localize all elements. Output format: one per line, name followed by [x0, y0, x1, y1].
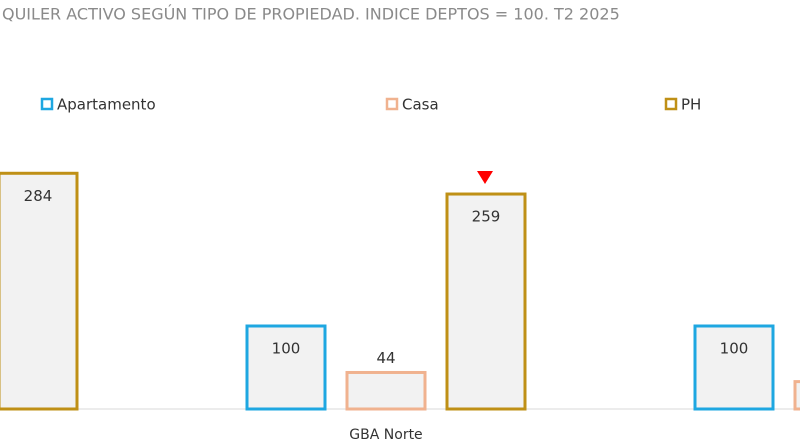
bar — [693, 324, 775, 411]
value-label: 284 — [24, 187, 53, 205]
bar — [0, 171, 79, 411]
bar — [793, 380, 800, 411]
legend-swatch — [664, 97, 678, 111]
legend-label: Casa — [402, 96, 439, 114]
value-label: 259 — [472, 208, 501, 226]
value-label: 100 — [720, 340, 749, 358]
bar — [245, 324, 327, 411]
bar — [445, 192, 527, 411]
bar — [345, 370, 427, 411]
value-label: 44 — [376, 349, 395, 367]
legend-swatch — [40, 97, 54, 111]
x-tick-label: GBA Norte — [349, 427, 422, 443]
highlight-marker — [477, 171, 493, 184]
value-label: 100 — [272, 340, 301, 358]
legend-swatch — [385, 97, 399, 111]
legend-label: Apartamento — [57, 96, 156, 114]
chart-title: QUILER ACTIVO SEGÚN TIPO DE PROPIEDAD. I… — [2, 5, 620, 24]
legend-label: PH — [681, 96, 701, 114]
